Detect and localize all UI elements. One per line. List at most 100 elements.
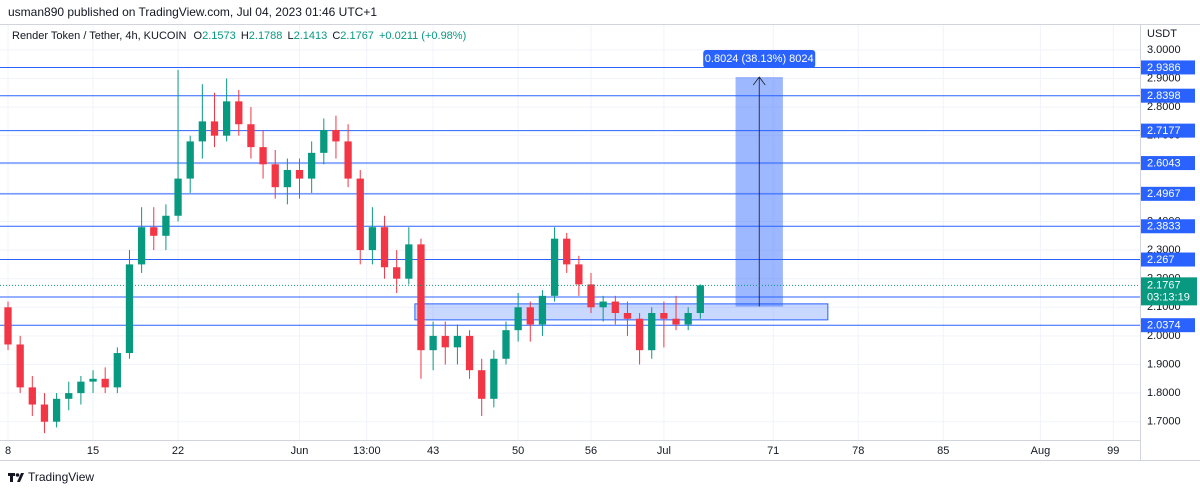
candle-body [295,170,304,179]
x-tick-label: 99 [1107,445,1119,457]
y-tick-label: 1.9000 [1147,358,1181,370]
level-label-box [1141,60,1195,75]
candle-body [271,164,279,188]
level-label: 2.9386 [1147,62,1181,74]
candle-body [380,227,389,268]
candle-body [150,227,158,236]
candle-body [441,335,449,348]
level-label-box [1141,219,1195,234]
candle-body [465,335,474,371]
axes: 1.70001.80001.90002.00002.10002.20002.30… [5,44,1197,457]
x-tick-label: 78 [852,445,864,457]
candle-body [332,129,340,142]
candle-body [502,330,510,359]
candle-body [65,393,73,399]
candle-body [635,318,644,351]
candle-body [174,178,182,216]
brand-logo [8,473,24,482]
measure-label: 0.8024 (38.13%) 8024 [705,53,814,65]
x-tick-label: Jun [291,445,309,457]
x-tick-label: 85 [937,445,949,457]
candle-body [137,227,146,265]
logo-stem [10,473,13,482]
legend-o-value: 2.1573 [202,30,236,42]
candle-body [283,170,292,188]
level-label: 2.7177 [1147,125,1181,137]
marks: 0.8024 (38.13%) 8024 [0,50,1140,434]
candle-body [490,358,498,399]
candle-body [660,313,668,319]
candle-body [550,238,559,296]
y-tick-label: 2.9000 [1147,72,1181,84]
level-label-box [1141,156,1195,171]
candle-body [186,141,194,179]
candle-body [4,307,12,345]
x-tick-label: 71 [767,445,779,457]
y-tick-label: 2.8000 [1147,101,1181,113]
candle-body [356,178,364,251]
candle-body [77,381,85,394]
candle-body [538,295,547,325]
legend-o: O [194,30,203,42]
legend-c-value: 2.1767 [340,30,374,42]
candle-body [478,370,486,399]
candle-body [696,285,704,314]
candle-body [393,267,401,279]
candle-body [575,264,583,285]
x-tick-label: 13:00 [353,445,381,457]
x-tick-label: 50 [512,445,524,457]
x-tick-label: 43 [427,445,439,457]
header: usman890 published on TradingView.com, J… [8,5,377,19]
y-tick-label: 3.0000 [1147,44,1181,56]
candle-body [162,215,170,236]
level-label: 2.6043 [1147,157,1181,169]
candle-body [89,378,97,382]
candle-body [684,313,692,325]
candle-body [648,313,656,351]
x-tick-label: Jul [657,445,671,457]
candle-body [320,129,328,153]
candle-body [344,141,352,179]
candle-body [16,344,24,388]
candle-body [101,378,109,388]
candle-body [368,227,377,251]
logo-v [17,473,24,482]
candle-body [52,398,61,422]
measure-label-box [703,50,816,69]
y-tick-label: 1.8000 [1147,387,1181,399]
candle-body [417,244,425,351]
candle-body [526,307,534,325]
x-tick-label: 15 [87,445,99,457]
candle-body [308,152,316,179]
level-label: 2.0374 [1147,320,1181,332]
level-label: 2.267 [1147,254,1175,266]
y-tick-label: 2.0000 [1147,330,1181,342]
legend: Render Token / Tether, 4h, KUCOIN O2.157… [12,30,466,42]
candle-body [198,121,206,142]
level-label-box [1141,123,1195,138]
brand: TradingView [28,470,94,484]
candle-body [113,353,121,388]
candle-body [28,387,36,405]
last-price-box [1141,277,1197,306]
level-label-box [1141,88,1195,103]
legend-h-value: 2.1788 [249,30,283,42]
x-tick-label: 8 [5,445,11,457]
level-label: 2.8398 [1147,90,1181,102]
candle-body [222,101,231,136]
candle-body [453,335,462,348]
currency: USDT [1147,28,1177,40]
measure-arrow [752,76,766,307]
candle-body [405,244,413,279]
level-label-box [1141,186,1195,201]
candle-body [611,301,619,314]
legend-h: H [241,30,249,42]
level-label-box [1141,252,1195,267]
countdown: 03:13:19 [1147,291,1190,303]
candle-body [125,264,134,354]
candle-body [563,238,571,265]
candle-body [514,307,522,331]
candle-body [587,284,595,308]
